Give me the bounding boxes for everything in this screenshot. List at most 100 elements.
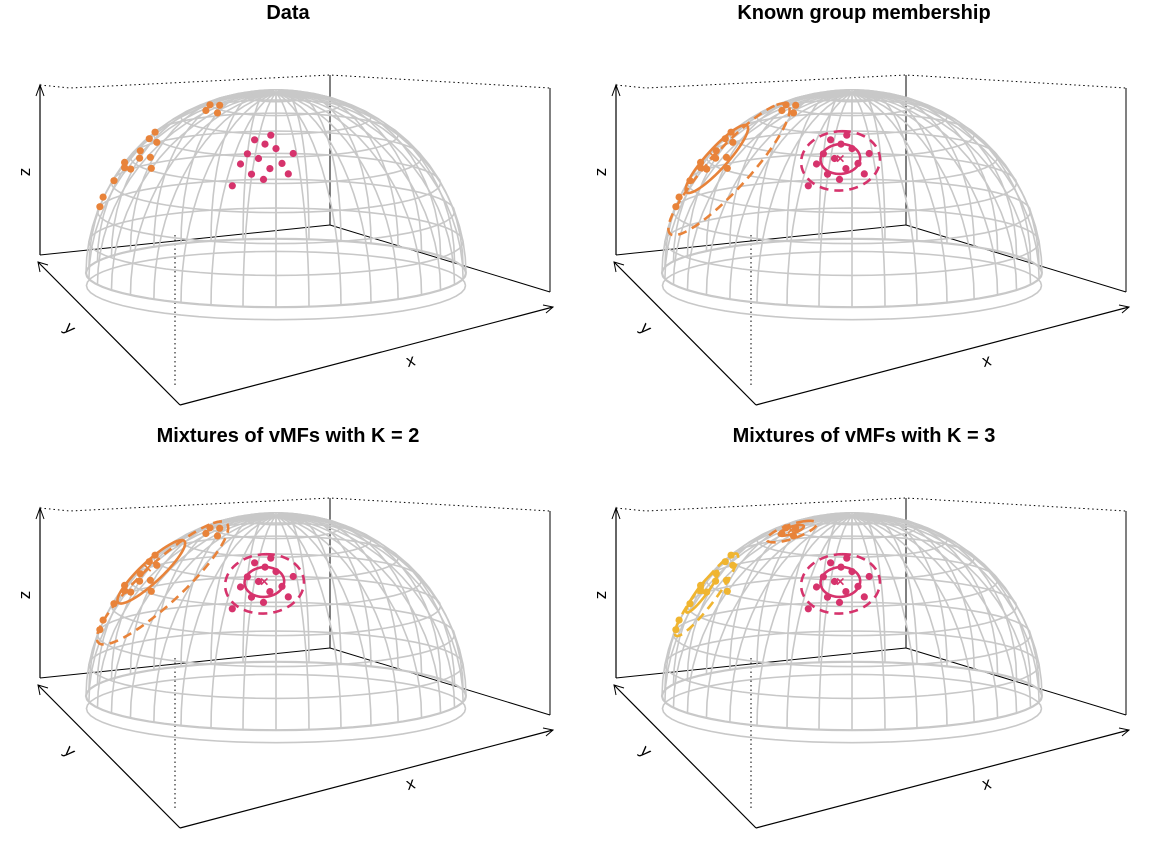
data-point (202, 529, 210, 538)
data-point (145, 135, 153, 143)
panel-mixtures-k2: Mixtures of vMFs with K = 2 z y x × × (0, 423, 576, 846)
data-point (121, 164, 129, 172)
hemisphere-meridian-line (851, 515, 886, 730)
data-point (216, 524, 224, 532)
data-point (672, 626, 680, 634)
hemisphere-meridian-line (851, 92, 886, 307)
data-point (778, 106, 786, 115)
data-point (202, 106, 210, 115)
hemisphere-meridian-line (851, 92, 999, 296)
x-axis (179, 729, 554, 829)
vmf-mean-marker: × (696, 583, 705, 600)
hemisphere-meridian-line (729, 92, 853, 300)
box-back-edge (615, 497, 1127, 512)
x-axis-label: x (404, 773, 418, 794)
z-axis-label: z (15, 591, 34, 600)
hemisphere-meridian-line (818, 515, 853, 730)
hemisphere-meridian-line (275, 92, 423, 296)
data-point (860, 170, 868, 178)
data-point (860, 593, 868, 601)
hemisphere-meridian-line (242, 515, 277, 730)
vmf-contour-solid (819, 142, 862, 176)
data-point (96, 203, 104, 211)
x-axis (179, 306, 554, 406)
hemisphere-meridian-line (851, 514, 1018, 679)
vmf-mean-marker: × (836, 573, 845, 590)
hemisphere-meridian-line (110, 515, 277, 714)
vmf-mean-marker: × (787, 522, 796, 539)
x-axis-label: x (980, 773, 994, 794)
hemisphere-meridian-line (180, 89, 277, 244)
hemisphere-meridian-line (275, 92, 399, 300)
data-point (812, 160, 821, 168)
z-axis-label: z (591, 168, 610, 177)
hemisphere-meridian-line (786, 512, 853, 664)
data-point (136, 147, 144, 155)
data-point (267, 131, 275, 139)
hemisphere-meridian-line (129, 515, 277, 719)
y-axis (37, 261, 181, 406)
hemisphere-meridian-line (686, 515, 853, 714)
data-point (804, 182, 812, 190)
plot-canvas: zyx×× (591, 74, 1131, 406)
y-axis (37, 684, 181, 829)
data-point (865, 149, 873, 158)
data-point (830, 154, 839, 163)
data-point (842, 588, 850, 596)
hemisphere-meridian-line (275, 92, 310, 307)
data-point (251, 136, 259, 144)
data-point (812, 583, 821, 591)
data-point (259, 598, 268, 606)
data-point (722, 153, 730, 161)
data-point (127, 588, 135, 596)
hemisphere-meridian-line (275, 91, 442, 256)
data-point (804, 605, 812, 613)
data-point (147, 164, 155, 172)
vmf-mean-marker: × (260, 573, 269, 590)
hemisphere-meridian-line (275, 515, 464, 691)
data-point (266, 588, 274, 596)
y-axis-arrow (613, 261, 625, 273)
data-point (251, 559, 259, 567)
data-point (136, 570, 144, 578)
hemisphere-meridian-line (851, 92, 975, 300)
hemisphere-meridian-line (275, 514, 456, 685)
data-point (99, 193, 107, 201)
data-point (284, 170, 292, 178)
panel-data: Data z y x (0, 0, 576, 423)
hemisphere-meridian-line (851, 515, 999, 719)
data-point (110, 177, 118, 185)
hemisphere-meridian-line (729, 513, 853, 670)
hemisphere-meridian-line (180, 512, 277, 667)
data-point (153, 138, 161, 146)
data-point (267, 554, 275, 562)
hemisphere-meridian-line (818, 89, 853, 240)
x-axis-arrow (542, 727, 555, 737)
z-axis-arrow (611, 83, 621, 97)
data-point (865, 572, 873, 581)
hemisphere-meridian-line (705, 92, 853, 296)
hemisphere-meridian-line (851, 515, 1040, 702)
y-axis-arrow (613, 684, 625, 696)
vmf-contour-dashed (673, 552, 740, 638)
panel-title: Mixtures of vMFs with K = 2 (156, 425, 420, 447)
data-point (792, 101, 800, 109)
hemisphere-meridian-line (818, 512, 853, 663)
vmf-contour-dashed (223, 552, 306, 615)
hemisphere-meridian-line (210, 515, 277, 729)
hemisphere-meridian-line (851, 515, 1040, 691)
data-point (830, 577, 839, 586)
hemisphere-meridian-line (153, 515, 277, 723)
data-point (843, 554, 851, 562)
data-point (289, 572, 297, 581)
data-point (146, 153, 154, 161)
data-point (228, 605, 236, 613)
y-axis (613, 261, 757, 406)
hemisphere-meridian-line (729, 515, 853, 723)
hemisphere-meridian-line (756, 512, 853, 667)
data-point (121, 158, 129, 166)
data-point (278, 159, 286, 167)
data-point (213, 109, 222, 117)
panel-title: Data (266, 2, 310, 24)
data-point (216, 101, 224, 109)
